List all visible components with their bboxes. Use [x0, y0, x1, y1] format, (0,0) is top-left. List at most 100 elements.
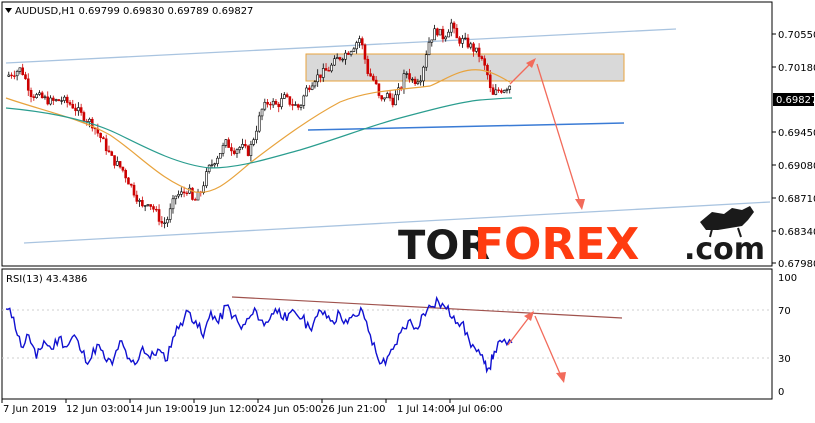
rsi-panel[interactable] [1, 268, 773, 400]
time-tick: 24 Jun 05:00 [258, 404, 322, 415]
candle-body [480, 56, 484, 59]
candle-body [26, 78, 30, 91]
candle-body [333, 58, 336, 66]
channel-upper-line [5, 28, 677, 64]
candle-body [352, 48, 356, 52]
candle-body [372, 75, 375, 81]
candle-body [135, 194, 139, 202]
candle-body [413, 78, 417, 85]
candle-body [397, 87, 400, 96]
candle-body [391, 97, 395, 106]
candle-body [63, 96, 66, 101]
time-axis[interactable]: 7 Jun 2019 12 Jun 03:00 14 Jun 19:00 19 … [1, 399, 503, 415]
candle-body [218, 152, 222, 159]
candle-body [469, 43, 473, 48]
candle-body [154, 208, 158, 211]
candle-body [255, 130, 258, 141]
candle-body [232, 150, 236, 154]
rsi-line [5, 295, 513, 374]
candle-body [299, 105, 303, 108]
candle-body [213, 163, 217, 166]
candle-body [380, 95, 384, 100]
candle-body [452, 22, 456, 29]
candle-body [477, 47, 481, 57]
candle-body [316, 74, 319, 83]
candle-body [424, 54, 428, 68]
candle-body [168, 208, 172, 220]
candle-body [74, 107, 77, 112]
candle-body [488, 74, 492, 89]
candle-body [363, 44, 367, 60]
candlestick-series [7, 18, 512, 229]
candle-body [238, 147, 242, 151]
candle-body [266, 101, 269, 105]
candle-body [38, 92, 41, 95]
candle-body [463, 37, 467, 40]
rsi-trendline [231, 296, 623, 319]
candle-body [54, 99, 58, 101]
candle-body [313, 81, 317, 87]
candle-body [502, 90, 506, 93]
candle-body [132, 184, 136, 196]
candle-body [230, 147, 233, 152]
candle-body [402, 73, 406, 90]
candle-body [227, 139, 230, 148]
candle-body [29, 89, 33, 97]
candle-body [46, 96, 50, 105]
candle-body [252, 139, 255, 145]
candle-body [116, 161, 119, 166]
candle-body [224, 139, 228, 146]
candle-body [475, 47, 478, 52]
candle-body [263, 101, 267, 110]
candle-body [280, 98, 283, 108]
candle-body [422, 66, 425, 82]
candle-body [436, 28, 439, 36]
candle-body [338, 57, 342, 60]
candle-body [185, 192, 189, 195]
symbol-header-text: AUDUSD,H1 0.69799 0.69830 0.69789 0.6982… [15, 6, 253, 17]
time-tick: 1 Jul 14:00 [397, 404, 451, 415]
candle-body [305, 87, 308, 97]
forecast-arrow-up [509, 58, 536, 85]
candle-body [405, 73, 409, 75]
candle-body [327, 70, 331, 72]
candle-body [369, 73, 372, 77]
candle-body [360, 38, 364, 46]
candle-body [35, 94, 38, 98]
candle-body [182, 191, 186, 194]
candle-body [335, 57, 339, 60]
candle-body [358, 38, 361, 43]
candle-body [433, 28, 436, 41]
candle-body [205, 171, 208, 187]
candle-body [416, 81, 420, 85]
candle-body [152, 206, 155, 210]
candle-body [249, 144, 253, 156]
candle-body [49, 97, 52, 105]
candle-body [438, 28, 442, 36]
time-tick: 4 Jul 06:00 [449, 404, 503, 415]
candle-body [196, 191, 200, 201]
candle-body [180, 191, 183, 195]
candle-body [15, 71, 19, 77]
support-line [307, 122, 625, 131]
candle-body [52, 97, 55, 101]
rsi-forecast-arrow-up [507, 311, 534, 346]
candle-body [486, 64, 489, 76]
candle-body [107, 150, 111, 152]
price-panel[interactable] [1, 1, 773, 267]
watermark-forex: FOREX [474, 219, 639, 270]
candle-body [344, 52, 347, 60]
candle-body [294, 104, 297, 106]
candle-body [13, 75, 16, 77]
dropdown-triangle-icon[interactable] [5, 8, 12, 13]
candle-body [160, 221, 164, 224]
candle-body [260, 108, 264, 117]
candle-body [271, 100, 275, 106]
candle-body [324, 68, 328, 71]
candle-body [355, 42, 358, 50]
candle-body [244, 144, 247, 147]
